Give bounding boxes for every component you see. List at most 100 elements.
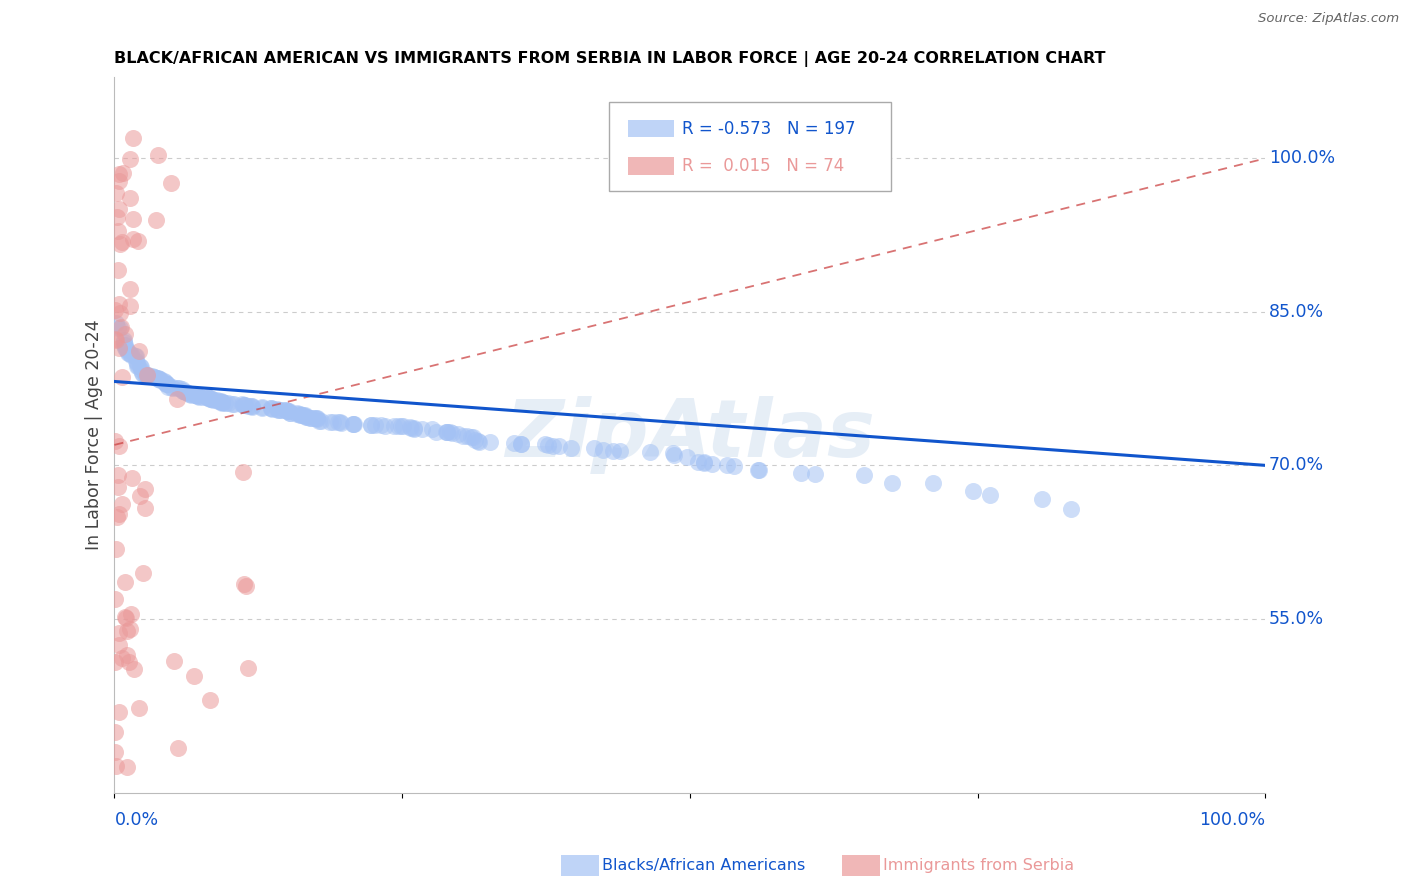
Point [304,410,326,425]
Point [693,455,716,469]
Point [693,456,716,470]
Point [370,418,392,433]
Point [160,176,183,190]
Point [134,483,156,497]
Point [107,467,129,482]
Point [108,439,131,453]
Point [114,337,136,351]
Point [921,476,943,491]
Point [222,397,245,411]
Point [510,437,533,451]
Point [104,434,127,449]
Point [104,186,127,200]
Point [174,385,197,400]
Point [382,418,405,433]
Point [104,759,127,773]
FancyBboxPatch shape [609,102,891,191]
Point [700,457,723,471]
Point [198,693,221,707]
Point [146,372,169,386]
Point [661,446,683,460]
Point [162,380,184,394]
Point [853,467,876,482]
Point [104,591,127,606]
Point [292,409,315,423]
Point [134,500,156,515]
Point [127,356,149,370]
Point [114,341,136,355]
Point [468,435,491,450]
Point [298,410,321,425]
Text: 85.0%: 85.0% [1268,303,1324,321]
Point [112,166,135,180]
Point [107,507,129,521]
Point [167,381,190,395]
Point [503,436,526,450]
Point [184,388,207,402]
Point [447,426,470,441]
Point [638,444,661,458]
Point [211,395,233,409]
Point [121,471,143,485]
Point [112,337,135,351]
Point [110,306,132,320]
Point [262,401,284,416]
Point [197,392,219,406]
Point [398,420,420,434]
Point [294,409,316,423]
Text: 100.0%: 100.0% [1199,811,1265,829]
Point [238,399,260,413]
Point [979,488,1001,502]
Point [440,426,463,441]
Point [232,398,254,412]
Point [114,327,136,342]
Point [330,417,353,431]
Point [115,648,138,662]
Point [287,407,309,421]
Point [207,393,229,408]
Point [120,348,142,362]
Point [305,411,328,425]
Point [434,425,457,439]
Text: Immigrants from Serbia: Immigrants from Serbia [883,858,1074,872]
Point [135,368,157,382]
Point [107,224,129,238]
Point [290,408,312,422]
Point [129,359,152,374]
Point [280,406,302,420]
Point [143,369,166,384]
Point [716,458,738,472]
Point [342,417,364,431]
Point [152,374,174,388]
Point [180,388,202,402]
Point [104,745,127,759]
Point [148,372,170,386]
Point [420,422,443,436]
Point [534,437,557,451]
Point [115,760,138,774]
Point [260,401,283,416]
Point [723,459,745,474]
Point [1060,502,1083,516]
Point [114,575,136,590]
Point [166,741,188,756]
Point [107,263,129,277]
Point [688,455,710,469]
Point [305,411,328,425]
Point [389,418,412,433]
Point [360,417,382,432]
Point [129,362,152,376]
Point [122,131,145,145]
Point [122,661,145,675]
FancyBboxPatch shape [627,120,673,137]
Point [217,396,239,410]
Point [127,359,149,373]
Text: R = -0.573   N = 197: R = -0.573 N = 197 [682,120,855,138]
Point [128,701,150,715]
Point [128,359,150,374]
Point [267,402,290,417]
Point [211,395,233,409]
Point [198,392,221,406]
Point [209,394,232,409]
Point [115,611,138,625]
